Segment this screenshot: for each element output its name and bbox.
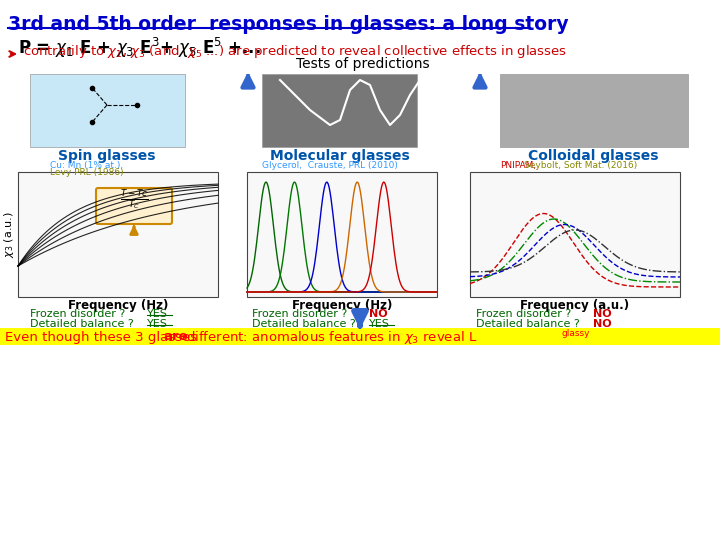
- Text: Even though these 3 glasses: Even though these 3 glasses: [5, 330, 202, 343]
- Text: different: anomalous features in $\chi_3$ reveal L: different: anomalous features in $\chi_3…: [182, 328, 477, 346]
- Text: NO: NO: [593, 309, 611, 319]
- Text: glassy: glassy: [561, 329, 590, 339]
- Text: $\frac{T-Tc}{T_C}$: $\frac{T-Tc}{T_C}$: [120, 188, 148, 212]
- Text: NO: NO: [593, 319, 611, 329]
- Text: Frequency (Hz): Frequency (Hz): [68, 299, 168, 312]
- FancyBboxPatch shape: [247, 172, 437, 297]
- Text: P = $\chi_1$ E + $\chi_3$ E$^3$+ $\chi_5$ E$^5$ +...: P = $\chi_1$ E + $\chi_3$ E$^3$+ $\chi_5…: [18, 36, 261, 60]
- Text: are: are: [163, 330, 188, 343]
- Text: Spin glasses: Spin glasses: [58, 149, 156, 163]
- FancyBboxPatch shape: [500, 74, 688, 147]
- Text: YES: YES: [147, 319, 168, 329]
- Text: Detailed balance ?: Detailed balance ?: [30, 319, 138, 329]
- Text: Frequency (Hz): Frequency (Hz): [292, 299, 392, 312]
- Text: Cu: Mn (1% at.),: Cu: Mn (1% at.),: [50, 161, 123, 170]
- Text: YES: YES: [369, 319, 390, 329]
- Text: Levy PRL (1986): Levy PRL (1986): [50, 168, 124, 177]
- Text: YES: YES: [147, 309, 168, 319]
- Text: contrarily to $\chi_1$, $\chi_3$ (and  $\chi_5$ ...) are predicted to reveal col: contrarily to $\chi_1$, $\chi_3$ (and $\…: [23, 43, 567, 59]
- Text: 3rd and 5th order  responses in glasses: a long story: 3rd and 5th order responses in glasses: …: [8, 15, 569, 34]
- Text: Detailed balance ?: Detailed balance ?: [252, 319, 359, 329]
- FancyBboxPatch shape: [0, 328, 720, 345]
- Text: Colloidal glasses: Colloidal glasses: [528, 149, 658, 163]
- FancyBboxPatch shape: [30, 74, 185, 147]
- FancyBboxPatch shape: [96, 188, 172, 224]
- Text: Frequency (a.u.): Frequency (a.u.): [521, 299, 629, 312]
- Text: Frozen disorder ?: Frozen disorder ?: [252, 309, 351, 319]
- Text: $\chi_3$ (a.u.): $\chi_3$ (a.u.): [2, 212, 16, 258]
- Text: Frozen disorder ?: Frozen disorder ?: [476, 309, 575, 319]
- Text: Detailed balance ?: Detailed balance ?: [476, 319, 583, 329]
- Text: Tests of predictions: Tests of predictions: [296, 57, 430, 71]
- Text: Molecular glasses: Molecular glasses: [270, 149, 410, 163]
- Text: Seybolt, Soft Mat. (2016): Seybolt, Soft Mat. (2016): [524, 161, 637, 170]
- Text: Frozen disorder ?: Frozen disorder ?: [30, 309, 129, 319]
- Text: NO: NO: [369, 309, 387, 319]
- FancyBboxPatch shape: [262, 74, 417, 147]
- Text: Glycerol,  Crauste, PRL (2010): Glycerol, Crauste, PRL (2010): [262, 161, 398, 170]
- FancyBboxPatch shape: [18, 172, 218, 297]
- FancyBboxPatch shape: [470, 172, 680, 297]
- Text: PNIPAM,: PNIPAM,: [500, 161, 536, 170]
